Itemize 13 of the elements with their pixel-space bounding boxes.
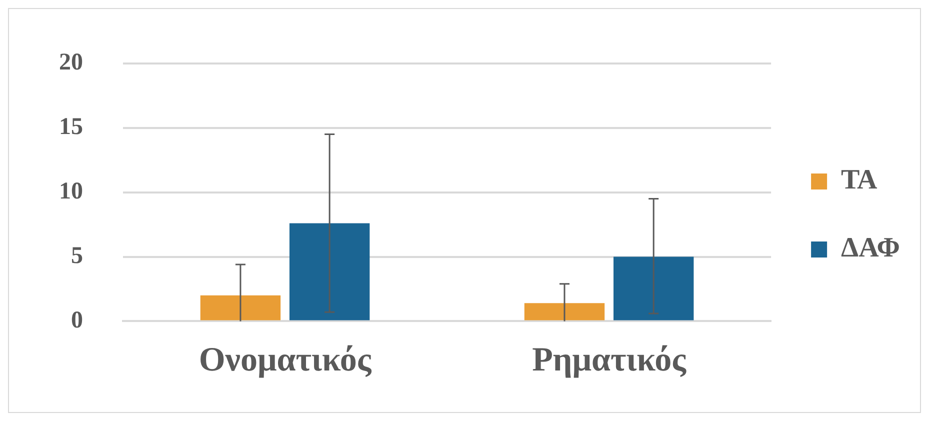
bar bbox=[289, 223, 370, 320]
bar bbox=[200, 295, 281, 320]
y-tick-label: 5 bbox=[71, 242, 83, 269]
bar bbox=[614, 256, 694, 320]
x-tick-label: Ονοματικός bbox=[198, 341, 372, 378]
y-tick-label: 10 bbox=[59, 178, 83, 205]
y-tick-label: 0 bbox=[71, 307, 83, 334]
bar bbox=[524, 303, 605, 320]
y-tick-label: 15 bbox=[59, 114, 83, 140]
legend-label: ΔΑΦ bbox=[841, 232, 900, 264]
legend-label: ΤΑ bbox=[841, 164, 878, 196]
x-tick-label: Ρηματικός bbox=[532, 341, 687, 378]
y-tick-label: 20 bbox=[59, 50, 83, 76]
